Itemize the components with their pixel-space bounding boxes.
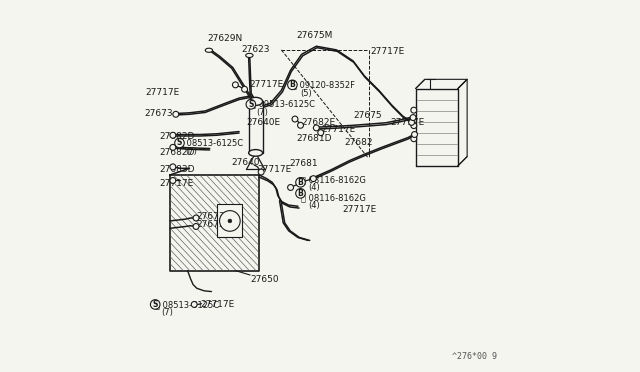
Text: B: B (298, 178, 303, 187)
Text: S: S (177, 138, 182, 147)
Text: 27673M: 27673M (196, 212, 233, 221)
Text: 27675: 27675 (353, 110, 381, 119)
Text: 27629N: 27629N (208, 34, 243, 44)
Circle shape (410, 115, 416, 121)
Text: S: S (152, 300, 158, 309)
Text: (4): (4) (308, 201, 320, 210)
Ellipse shape (205, 48, 212, 52)
Text: 27717E: 27717E (257, 165, 292, 174)
Text: 27682E: 27682E (301, 118, 335, 127)
Ellipse shape (249, 97, 262, 105)
Text: 27682: 27682 (344, 138, 372, 147)
Circle shape (310, 176, 316, 182)
Text: 27673E: 27673E (196, 220, 231, 229)
Text: 27717E: 27717E (159, 179, 193, 188)
Circle shape (242, 86, 248, 92)
Circle shape (298, 122, 303, 128)
Text: B: B (298, 189, 303, 198)
Text: Ⓑ 09120-8352F: Ⓑ 09120-8352F (292, 80, 355, 89)
Text: 27717E: 27717E (371, 47, 405, 56)
Bar (249, 102, 262, 153)
Circle shape (191, 301, 197, 307)
Text: (7): (7) (257, 108, 269, 117)
Circle shape (232, 82, 238, 88)
Circle shape (170, 177, 176, 183)
Circle shape (296, 177, 305, 187)
Circle shape (411, 123, 417, 129)
Circle shape (314, 125, 319, 131)
Circle shape (173, 111, 179, 117)
Text: 27673: 27673 (144, 109, 173, 118)
Ellipse shape (246, 53, 253, 58)
Text: 27681: 27681 (289, 159, 318, 168)
Text: 27683D: 27683D (159, 165, 195, 174)
Text: (7): (7) (161, 308, 173, 317)
Circle shape (175, 138, 184, 148)
Text: 27682D: 27682D (159, 132, 195, 141)
Bar (218, 204, 243, 237)
Circle shape (220, 211, 240, 231)
Circle shape (409, 119, 415, 125)
Text: Ⓑ 08116-8162G: Ⓑ 08116-8162G (301, 193, 365, 202)
Circle shape (150, 300, 160, 309)
Text: S: S (248, 100, 253, 109)
Text: Ⓢ 08513-6125C: Ⓢ 08513-6125C (156, 300, 220, 309)
Text: 27717E: 27717E (145, 88, 179, 97)
Text: 27717E: 27717E (250, 80, 284, 89)
Text: 27717E: 27717E (342, 205, 376, 214)
Circle shape (258, 169, 264, 175)
Text: 27640E: 27640E (246, 118, 280, 127)
Text: 27681D: 27681D (297, 134, 332, 144)
Text: (4): (4) (308, 183, 320, 192)
Circle shape (292, 116, 298, 122)
Text: 27650: 27650 (250, 275, 279, 284)
Circle shape (246, 100, 255, 109)
Circle shape (412, 132, 417, 137)
Circle shape (296, 189, 305, 198)
Circle shape (411, 107, 417, 113)
Circle shape (170, 164, 176, 170)
Circle shape (287, 185, 294, 190)
Circle shape (170, 132, 176, 138)
Circle shape (193, 224, 199, 230)
Text: 27717E: 27717E (200, 300, 235, 309)
Text: B: B (289, 80, 295, 89)
Text: 27675M: 27675M (296, 31, 332, 40)
Circle shape (228, 219, 232, 223)
Circle shape (287, 80, 297, 90)
Text: 27717E: 27717E (390, 118, 424, 127)
Text: (5): (5) (300, 89, 312, 98)
Circle shape (411, 136, 417, 142)
Text: 27640: 27640 (232, 158, 260, 167)
Text: Ⓢ 09513-6125C: Ⓢ 09513-6125C (251, 100, 315, 109)
Text: Ⓑ 08116-8162G: Ⓑ 08116-8162G (301, 175, 365, 184)
Text: 27623: 27623 (241, 45, 269, 54)
Text: ^276*00 9: ^276*00 9 (452, 352, 497, 361)
Text: (7): (7) (185, 147, 197, 156)
Text: 27682D: 27682D (159, 148, 195, 157)
Text: Ⓢ 08513-6125C: Ⓢ 08513-6125C (179, 138, 244, 147)
Circle shape (298, 179, 303, 185)
Circle shape (318, 130, 324, 136)
Ellipse shape (249, 150, 262, 156)
Circle shape (193, 215, 199, 221)
Circle shape (170, 144, 176, 150)
Text: 27717E: 27717E (322, 125, 356, 134)
Circle shape (298, 190, 303, 196)
